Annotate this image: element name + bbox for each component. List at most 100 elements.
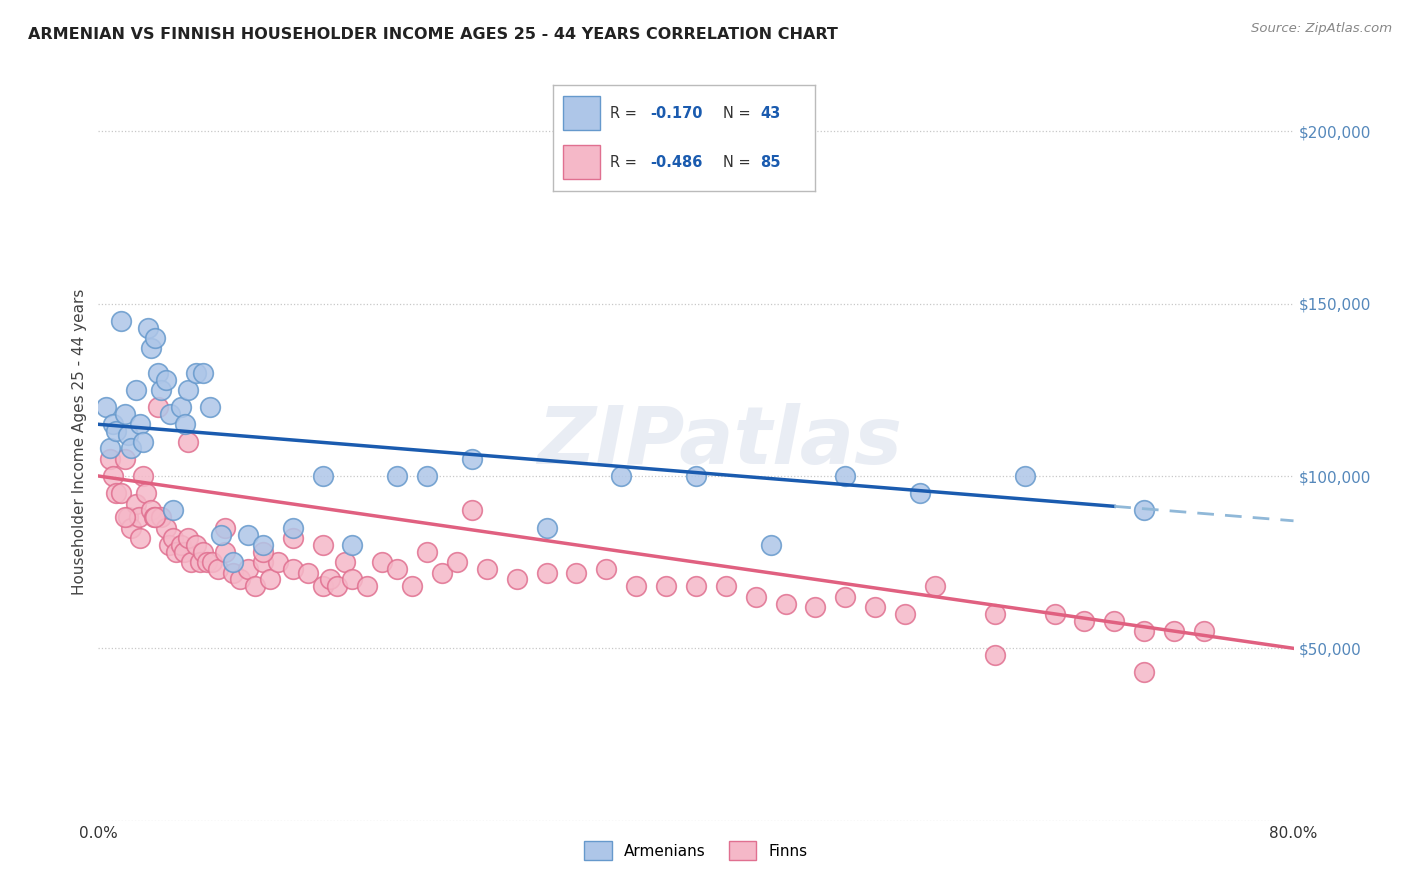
Point <box>356 579 378 593</box>
Point <box>120 442 142 456</box>
Point <box>984 607 1007 621</box>
Point <box>125 383 148 397</box>
Point <box>536 521 558 535</box>
Point <box>201 555 224 569</box>
Point <box>236 527 259 541</box>
Point <box>311 579 333 593</box>
Point <box>180 555 202 569</box>
Point <box>236 562 259 576</box>
Y-axis label: Householder Income Ages 25 - 44 years: Householder Income Ages 25 - 44 years <box>72 288 87 595</box>
Point <box>1133 624 1156 639</box>
Point <box>984 648 1007 663</box>
Point <box>297 566 319 580</box>
Point <box>191 545 214 559</box>
Point <box>98 451 122 466</box>
Point <box>1014 469 1036 483</box>
Point <box>865 599 887 614</box>
Point <box>148 400 170 414</box>
Point <box>401 579 423 593</box>
Point <box>311 469 333 483</box>
Point <box>1104 614 1126 628</box>
Point <box>214 521 236 535</box>
Point <box>685 469 707 483</box>
Point <box>222 566 245 580</box>
Point <box>142 510 165 524</box>
Point <box>110 314 132 328</box>
Point <box>132 434 155 449</box>
Point <box>834 469 856 483</box>
Point <box>177 531 200 545</box>
Point <box>114 451 136 466</box>
Point <box>136 320 159 334</box>
Point <box>281 531 304 545</box>
Text: ZIPatlas: ZIPatlas <box>537 402 903 481</box>
Point <box>207 562 229 576</box>
Point <box>129 417 152 432</box>
Point <box>162 531 184 545</box>
Point <box>804 599 827 614</box>
Point <box>416 545 439 559</box>
Point <box>174 417 197 432</box>
Point <box>461 451 484 466</box>
Point <box>894 607 917 621</box>
Point <box>114 407 136 421</box>
Point <box>229 573 252 587</box>
Point <box>371 555 394 569</box>
Point <box>342 573 364 587</box>
Point <box>655 579 678 593</box>
Point <box>506 573 529 587</box>
Point <box>150 383 173 397</box>
Point <box>148 366 170 380</box>
Point <box>128 510 150 524</box>
Point <box>103 469 125 483</box>
Point <box>200 400 222 414</box>
Point <box>908 486 931 500</box>
Point <box>1043 607 1066 621</box>
Point <box>595 562 617 576</box>
Point <box>157 538 180 552</box>
Point <box>834 590 856 604</box>
Point <box>117 510 139 524</box>
Point <box>139 503 162 517</box>
Point <box>1163 624 1185 639</box>
Point <box>110 486 132 500</box>
Point <box>162 503 184 517</box>
Point <box>184 366 207 380</box>
Point <box>745 590 768 604</box>
Point <box>165 545 187 559</box>
Point <box>103 417 125 432</box>
Point <box>430 566 453 580</box>
Point <box>281 562 304 576</box>
Point <box>385 469 409 483</box>
Point <box>565 566 588 580</box>
Text: Source: ZipAtlas.com: Source: ZipAtlas.com <box>1251 22 1392 36</box>
Point <box>155 372 177 386</box>
Point <box>177 434 200 449</box>
Point <box>775 597 797 611</box>
Point <box>252 545 274 559</box>
Text: ARMENIAN VS FINNISH HOUSEHOLDER INCOME AGES 25 - 44 YEARS CORRELATION CHART: ARMENIAN VS FINNISH HOUSEHOLDER INCOME A… <box>28 27 838 42</box>
Point <box>191 366 214 380</box>
Point <box>252 538 274 552</box>
Point <box>94 400 117 414</box>
Point <box>626 579 648 593</box>
Point <box>222 555 245 569</box>
Point <box>259 573 281 587</box>
Point <box>685 579 707 593</box>
Point <box>173 545 195 559</box>
Point <box>446 555 468 569</box>
Point <box>169 538 191 552</box>
Point <box>209 527 232 541</box>
Point <box>159 407 181 421</box>
Point <box>197 555 219 569</box>
Point <box>155 521 177 535</box>
Point <box>98 442 122 456</box>
Point <box>326 579 349 593</box>
Point <box>342 538 364 552</box>
Point <box>143 510 166 524</box>
Point <box>1133 503 1156 517</box>
Point <box>129 531 152 545</box>
Point <box>714 579 737 593</box>
Point <box>125 497 148 511</box>
Point <box>139 342 162 356</box>
